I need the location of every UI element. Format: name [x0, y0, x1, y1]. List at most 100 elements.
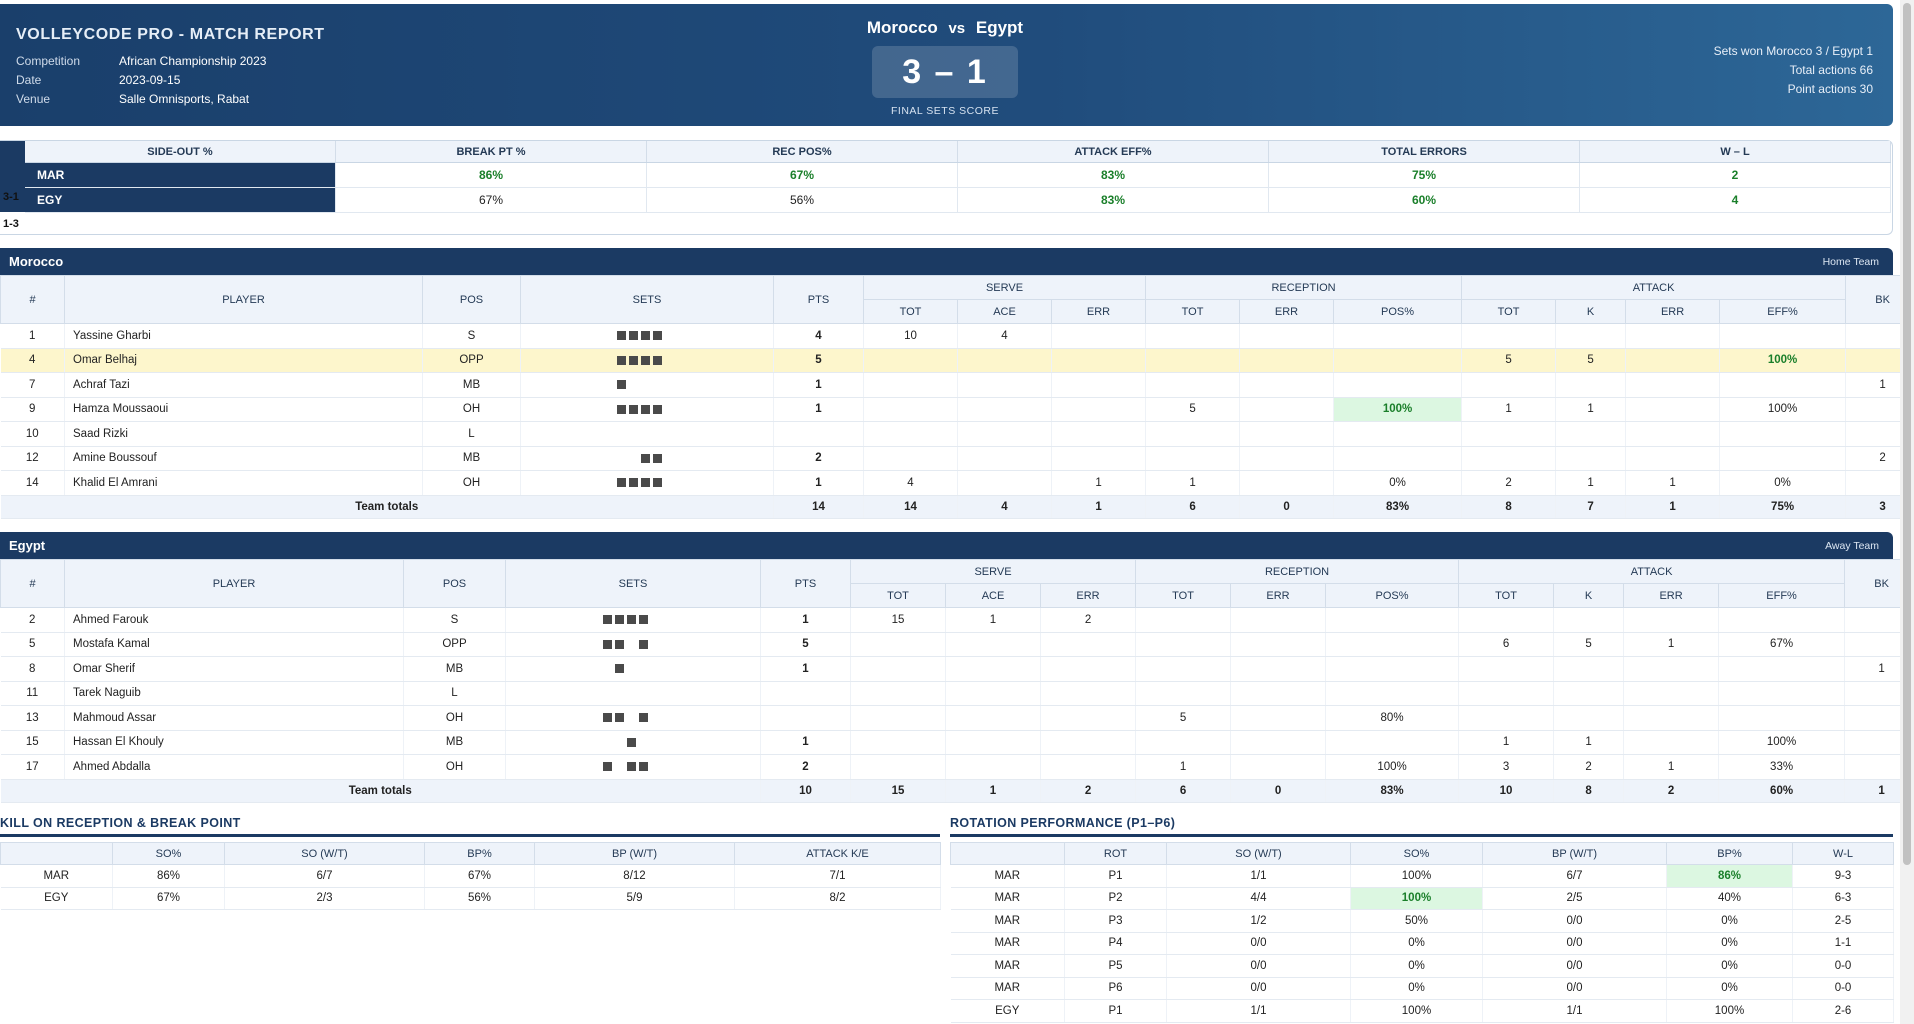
player-row[interactable]: 17 Ahmed Abdalla OH 2 1 100% 3 2 1 33%: [0, 754, 1914, 780]
team-tag: Home Team: [1822, 256, 1879, 268]
stat-r-tot: [1145, 323, 1241, 349]
table-cell: 8/12: [534, 864, 735, 888]
column-header: SETS: [520, 275, 774, 324]
set-played-square: [617, 478, 626, 488]
totals-value: 1: [1625, 495, 1721, 519]
stat-r-tot: [1145, 348, 1241, 373]
stat-s-err: [1051, 446, 1147, 471]
player-row[interactable]: 11 Tarek Naguib L: [0, 681, 1914, 706]
column-header: ERR: [1050, 299, 1147, 324]
team-name: Morocco: [9, 254, 64, 269]
player-name: Yassine Gharbi: [64, 323, 423, 349]
column-header: K: [1555, 299, 1627, 324]
stat-r-err: [1239, 348, 1335, 373]
totals-value: 1: [1844, 779, 1914, 803]
table-cell: EGY: [0, 887, 113, 910]
table-cell: 6/7: [224, 864, 425, 888]
player-row[interactable]: 2 Ahmed Farouk S 1 15 1 2: [0, 607, 1914, 633]
scrollbar-thumb[interactable]: [1903, 3, 1911, 865]
set-missed-square: [603, 664, 612, 673]
player-number: 9: [0, 397, 65, 422]
player-row[interactable]: 15 Hassan El Khouly MB 1 1 1 100%: [0, 730, 1914, 755]
stat-r-pos: [1333, 348, 1463, 373]
totals-label: Team totals: [0, 779, 761, 803]
player-position: S: [403, 607, 506, 633]
table-cell: P6: [1064, 977, 1167, 1000]
stat-r-tot: 1: [1135, 754, 1232, 780]
player-name: Achraf Tazi: [64, 372, 423, 398]
table-cell: 1/1: [1166, 864, 1351, 888]
totals-value: 8: [1553, 779, 1625, 803]
stat-a-k: 2: [1553, 754, 1625, 780]
stat-r-err: [1230, 656, 1327, 682]
kpi-header: SIDE-OUT %: [25, 141, 336, 162]
stat-s-ace: [957, 446, 1052, 471]
column-header: ERR: [1625, 299, 1721, 324]
stat-a-eff: [1718, 705, 1846, 731]
player-row[interactable]: 12 Amine Boussouf MB 2 2: [0, 446, 1914, 471]
player-row[interactable]: 14 Khalid El Amrani OH 1 4 1 1 0% 2 1 1 0%: [0, 470, 1914, 496]
stat-r-pos: [1325, 681, 1460, 706]
stat-a-err: [1625, 421, 1721, 447]
player-row[interactable]: 9 Hamza Moussaoui OH 1 5 100% 1 1 100%: [0, 397, 1914, 422]
column-header: #: [0, 559, 65, 608]
stat-s-err: [1051, 348, 1147, 373]
stat-a-eff: [1719, 446, 1847, 471]
set-played-square: [641, 355, 650, 365]
column-header: TOT: [850, 583, 946, 608]
sets-indicator: [617, 452, 677, 464]
stat-a-tot: [1461, 446, 1557, 471]
kill-break-table: SO% SO (W/T) BP% BP (W/T) ATTACK K/E MAR 86% 6/…: [0, 842, 941, 910]
stat-pts: 4: [773, 323, 864, 349]
table-row: EGY 67% 2/3 56% 5/9 8/2: [0, 887, 941, 910]
stat-r-pos: 80%: [1325, 705, 1460, 731]
player-row[interactable]: 13 Mahmoud Assar OH 5 80%: [0, 705, 1914, 731]
table-cell: 1-1: [1792, 932, 1894, 955]
player-row[interactable]: 1 Yassine Gharbi S 4 10 4: [0, 323, 1914, 349]
kpi-header: REC POS%: [647, 141, 958, 162]
column-header: EFF%: [1718, 583, 1846, 608]
report-header: VOLLEYCODE PRO - MATCH REPORT Competitio…: [0, 4, 1893, 126]
table-cell: 8/2: [734, 887, 941, 910]
page-scrollbar[interactable]: [1900, 0, 1914, 1024]
rotation-table-rule: [950, 834, 1893, 837]
kpi-value: 2: [1580, 163, 1891, 187]
player-row[interactable]: 10 Saad Rizki L: [0, 421, 1914, 447]
stat-s-tot: [850, 656, 946, 682]
sets-indicator: [603, 687, 663, 699]
player-number: 5: [0, 632, 65, 657]
meta-key: Competition: [16, 54, 81, 68]
stat-pts: [773, 421, 864, 447]
player-name: Mahmoud Assar: [64, 705, 404, 731]
stat-a-k: [1553, 681, 1625, 706]
totals-value: 14: [863, 495, 958, 519]
stat-pts: [760, 681, 851, 706]
set-played-square: [617, 404, 626, 414]
team-tag: Away Team: [1825, 540, 1879, 552]
team-bar-morocco: Morocco Home Team: [0, 248, 1893, 275]
player-row[interactable]: 4 Omar Belhaj OPP 5 5 5 100%: [0, 348, 1914, 373]
totals-value: 3: [1845, 495, 1914, 519]
player-row[interactable]: 7 Achraf Tazi MB 1 1: [0, 372, 1914, 398]
table-row: MAR 86% 6/7 67% 8/12 7/1: [0, 864, 941, 888]
table-cell: MAR: [950, 864, 1065, 888]
set-missed-square: [653, 429, 662, 438]
rotation-row: EGY P1 1/1 100% 1/1 100% 2-6: [950, 999, 1894, 1023]
table-cell: 86%: [112, 864, 225, 888]
stat-s-ace: [945, 705, 1041, 731]
set-missed-square: [617, 454, 626, 463]
stat-a-k: 5: [1555, 348, 1627, 373]
player-position: S: [422, 323, 521, 349]
stat-a-tot: 1: [1458, 730, 1555, 755]
kill-table-rule: [0, 834, 940, 837]
player-row[interactable]: 5 Mostafa Kamal OPP 5 6 5 1 67%: [0, 632, 1914, 657]
totals-value: 15: [850, 779, 946, 803]
stat-pts: 5: [773, 348, 864, 373]
set-played-square: [653, 355, 662, 365]
player-number: 7: [0, 372, 65, 398]
stat-s-ace: [945, 681, 1041, 706]
player-sets: [505, 754, 761, 780]
summary-point-actions: Point actions 30: [1787, 82, 1873, 96]
stat-s-tot: [863, 372, 958, 398]
player-row[interactable]: 8 Omar Sherif MB 1 1: [0, 656, 1914, 682]
